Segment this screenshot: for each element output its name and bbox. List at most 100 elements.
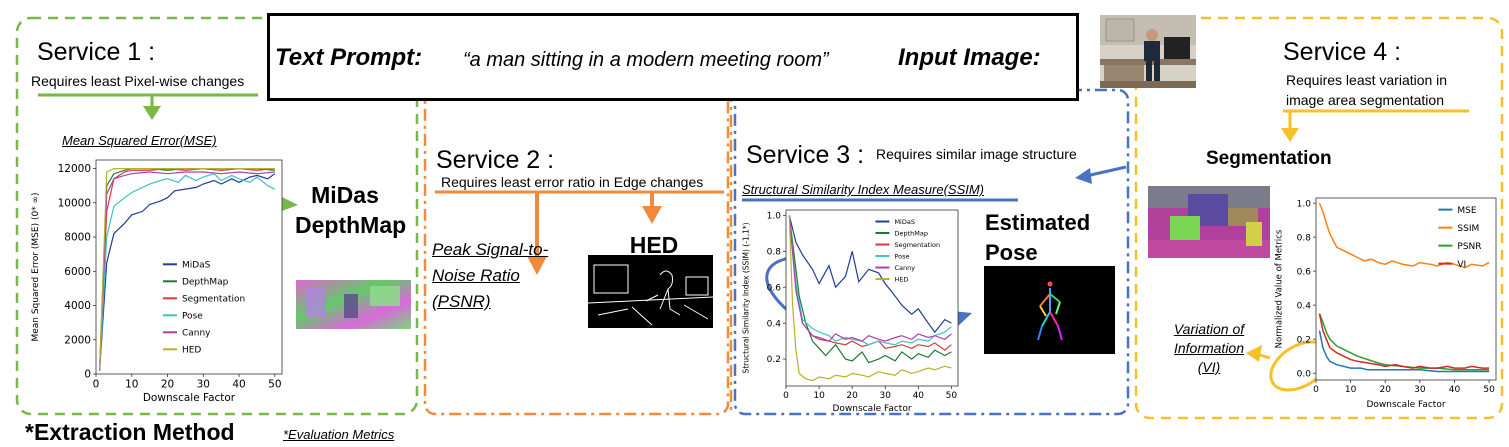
series-line-canny [99, 171, 275, 371]
legend-label: Segmentation [182, 294, 245, 304]
legend-label: PSNR [1457, 242, 1481, 252]
x-tick-label: 10 [1345, 385, 1357, 395]
input-image [1100, 15, 1196, 88]
prompt-box [267, 13, 1079, 101]
service-1-requirement: Requires least Pixel-wise changes [31, 73, 245, 89]
legend-label: DepthMap [894, 229, 928, 237]
y-tick-label: 0.8 [1297, 233, 1312, 243]
y-tick-label: 8000 [64, 232, 91, 244]
plot-area [1315, 197, 1497, 381]
legend-label: Pose [894, 252, 909, 260]
text-prompt-value: “a man sitting in a modern meeting room” [463, 49, 829, 71]
y-tick-label: 1.0 [767, 212, 782, 222]
y-tick-label: 0.2 [767, 355, 781, 365]
service-3-requirement: Requires similar image structure [876, 146, 1077, 162]
y-tick-label: 0.0 [1297, 369, 1312, 379]
service-4-title: Service 4 : [1283, 38, 1402, 66]
service-4-metric: Variation of Information (VI) [1173, 321, 1245, 375]
pose-image [984, 266, 1115, 354]
series-line-psnr [1318, 313, 1490, 371]
service-4-requirement: Requires least variation in image area s… [1286, 72, 1448, 108]
service-1-metric: Mean Squared Error(MSE) [62, 133, 217, 148]
x-tick-label: 50 [946, 391, 958, 401]
y-tick-label: 6000 [64, 266, 91, 278]
y-axis-label: Mean Squared Error (MSE) (0* ∞) [31, 192, 41, 341]
input-image-label: Input Image: [898, 44, 1041, 71]
series-line-ssim [1318, 202, 1490, 269]
y-tick-label: 1.0 [1297, 199, 1312, 209]
service-1-title: Service 1 : [37, 38, 156, 66]
series-line-hed [788, 215, 952, 382]
series-line-mse [1318, 330, 1490, 373]
y-tick-label: 0 [84, 369, 91, 381]
legend-label: MiDaS [894, 218, 915, 226]
series-line-midas [99, 173, 276, 371]
legend-label: Pose [182, 311, 203, 321]
x-tick-label: 30 [880, 391, 892, 401]
x-tick-label: 0 [1313, 385, 1319, 395]
legend-label: HED [894, 275, 908, 283]
depthmap-image [296, 280, 411, 329]
service-1-extraction: MiDas DepthMap [295, 182, 407, 238]
y-tick-label: 10000 [58, 197, 91, 209]
service-4-panel [1134, 16, 1504, 420]
series-line-pose [788, 215, 952, 346]
hed-image [588, 255, 713, 328]
service-2-title: Service 2 : [436, 146, 555, 174]
service-1-panel [15, 16, 419, 416]
y-tick-label: 12000 [58, 163, 91, 175]
x-axis-label: Downscale Factor [1366, 400, 1445, 410]
legend-label: Canny [182, 328, 211, 338]
y-tick-label: 0.2 [1297, 335, 1311, 345]
y-axis-label: Normalized Value of Metrics [1275, 229, 1285, 348]
x-tick-label: 30 [197, 379, 210, 391]
y-tick-label: 2000 [64, 334, 91, 346]
x-tick-label: 0 [783, 391, 789, 401]
legend-label: Segmentation [894, 241, 940, 249]
legend-label: MiDaS [182, 260, 211, 270]
evaluation-metrics-label: *Evaluation Metrics [283, 427, 395, 442]
legend-label: Canny [894, 264, 915, 272]
service-3-title: Service 3 : [746, 141, 865, 169]
x-tick-label: 20 [1380, 385, 1392, 395]
extraction-method-label: *Extraction Method [25, 419, 235, 445]
legend-label: HED [182, 345, 201, 355]
service-2-extraction: HED [629, 232, 679, 258]
x-tick-label: 50 [268, 379, 281, 391]
y-tick-label: 0.4 [767, 319, 782, 329]
x-tick-label: 20 [161, 379, 174, 391]
plot-area [785, 209, 959, 387]
legend-label: DepthMap [182, 277, 229, 287]
x-axis-label: Downscale Factor [832, 404, 911, 414]
x-tick-label: 30 [1414, 385, 1426, 395]
series-line-vi [1318, 313, 1490, 369]
mse-chart: 0 10 20 30 40 50 0 2000 4000 6000 8000 10000 12000 Do… [28, 148, 290, 409]
series-line-canny [788, 215, 952, 342]
text-prompt-label: Text Prompt: [275, 44, 423, 71]
legend-label: VI [1457, 260, 1466, 270]
x-tick-label: 10 [813, 391, 825, 401]
service-2-metric: Peak Signal-to-Noise Ratio (PSNR) [432, 240, 549, 311]
legend-label: MSE [1457, 206, 1476, 216]
y-axis-label: Structural Similarity Index (SSIM) (-1,1… [742, 222, 751, 373]
y-tick-label: 0.4 [1297, 301, 1312, 311]
y-tick-label: 4000 [64, 300, 91, 312]
service-3-metric: Structural Similarity Index Measure(SSIM… [742, 182, 985, 197]
normalized-metrics-chart: 0 10 20 30 40 50 0.0 0.2 0.4 0.6 0.8 1.0 Downscale F… [1272, 190, 1502, 415]
series-line-hed [99, 168, 275, 369]
y-tick-label: 0.6 [767, 283, 782, 293]
series-line-pose [99, 173, 276, 371]
x-tick-label: 10 [125, 379, 138, 391]
segmentation-image [1148, 186, 1270, 258]
x-tick-label: 40 [913, 391, 925, 401]
ssim-chart: 0 10 20 30 40 50 0.2 0.4 0.6 0.8 1.0 Downscale Fact… [740, 200, 964, 419]
y-tick-label: 0.6 [1297, 267, 1312, 277]
service-2-panel [423, 88, 730, 416]
service-4-extraction: Segmentation [1206, 148, 1332, 169]
legend-label: SSIM [1457, 224, 1479, 234]
x-tick-label: 40 [232, 379, 245, 391]
x-tick-label: 40 [1449, 385, 1461, 395]
x-tick-label: 20 [846, 391, 858, 401]
series-line-midas [788, 215, 952, 334]
y-tick-label: 0.8 [767, 247, 782, 257]
